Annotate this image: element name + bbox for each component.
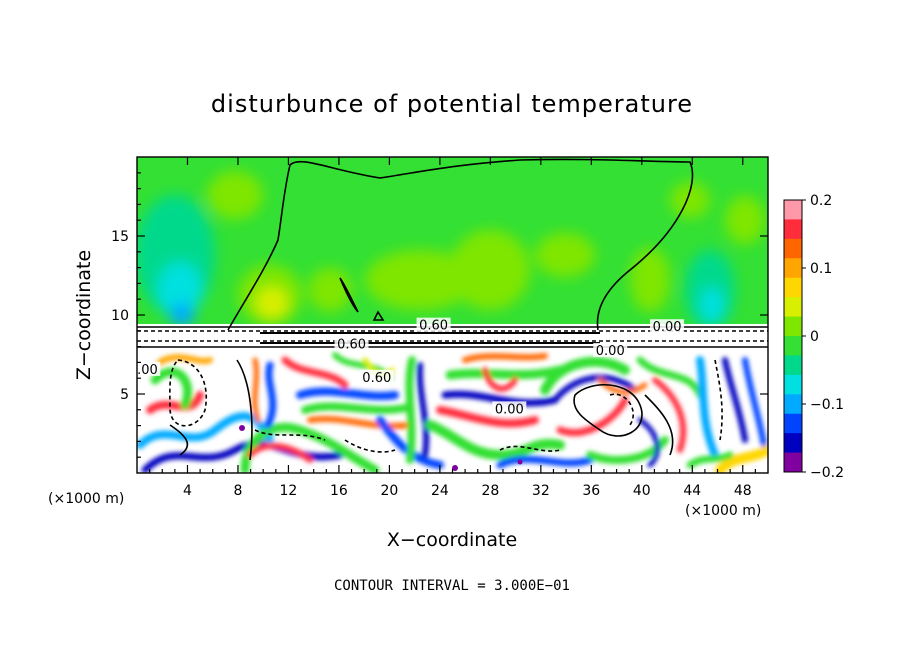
plot-area: 0.60 0.60 0.60 0.00 0.00 0.00 0.00: [129, 157, 768, 473]
x-axis-label: X−coordinate: [387, 529, 517, 551]
contour-label-text: 0.00: [653, 320, 682, 335]
x-tick-label: 24: [431, 483, 449, 499]
colorbar-swatch: [784, 433, 802, 454]
contour-label-bg: [334, 336, 369, 351]
colorbar-swatch: [784, 297, 802, 318]
colorbar-tick-label: −0.1: [810, 397, 844, 413]
x-tick-label: 28: [481, 483, 499, 499]
colorbar-swatch: [784, 413, 802, 434]
x-tick-label: 8: [233, 483, 242, 499]
contour-label: 0.60: [334, 336, 369, 353]
x-tick-label: 4: [183, 483, 192, 499]
contour-label-text: 0.60: [419, 319, 448, 334]
colorbar-swatch: [784, 374, 802, 395]
x-tick-label: 40: [633, 483, 651, 499]
x-tick-label: 16: [330, 483, 348, 499]
colorbar-tick-label: 0: [810, 329, 819, 345]
contour-label-bg: [359, 369, 394, 384]
x-tick-label: 20: [380, 483, 398, 499]
colorbar-tick-label: −0.2: [810, 465, 844, 481]
y-tick-label: 10: [111, 308, 129, 324]
contour-label: 0.60: [359, 369, 394, 386]
colorbar-frame: [783, 199, 803, 473]
x-tick-label: 48: [734, 483, 752, 499]
x-axis: [149, 157, 756, 473]
x-tick-label: 12: [280, 483, 298, 499]
x-tick-labels: 4 8 12 16 20 24 28 32 36 40 44 48: [183, 483, 752, 499]
colorbar-swatch: [784, 219, 802, 240]
contour-label: 0.60: [416, 317, 451, 334]
colorbar-swatch: [784, 277, 802, 298]
colorbar-swatch: [784, 394, 802, 415]
colorbar-swatch: [784, 316, 802, 337]
y-axis-label: Z−coordinate: [73, 250, 95, 380]
turbulent-structures: [137, 352, 768, 473]
colorbar-tick-label: 0.2: [810, 193, 832, 209]
contour-label: 0.00: [492, 401, 527, 417]
colorbar-tick-labels: 0.2 0.1 0 −0.1 −0.2: [810, 193, 844, 481]
colorbar-swatch: [784, 336, 802, 356]
y-tick-label: 5: [120, 387, 129, 403]
contour-label-bg: [593, 342, 628, 357]
contour-label-text: 0.60: [362, 371, 391, 386]
x-tick-label: 36: [582, 483, 600, 499]
contour-label-bg: [650, 319, 685, 334]
contour-label: 0.00: [129, 361, 161, 378]
contour-label-text: 0.00: [596, 344, 625, 359]
contour-label-bg: [492, 401, 527, 416]
contour-interval-note: CONTOUR INTERVAL = 3.000E−01: [334, 578, 570, 594]
contour-label-text: 0.00: [495, 402, 524, 417]
y-tick-label: 15: [111, 229, 129, 245]
colorbar-swatch: [784, 355, 802, 376]
contour-labels: 0.60 0.60 0.60 0.00 0.00 0.00 0.00: [129, 317, 685, 417]
x-tick-label: 32: [532, 483, 550, 499]
colorbar-swatch: [784, 258, 802, 279]
x-tick-label: 44: [683, 483, 701, 499]
y-axis: [137, 172, 768, 458]
y-tick-labels: 5 10 15: [111, 229, 129, 403]
contour-label: 0.00: [593, 342, 628, 359]
colorbar-swatch: [784, 238, 802, 259]
colorbar-swatch: [784, 200, 802, 220]
colorbar: [784, 199, 806, 473]
contour-label-bg: [137, 361, 161, 376]
contour-label: 0.00: [650, 319, 685, 335]
purple-spots: [239, 425, 523, 471]
contour-label-text: 0.00: [129, 363, 158, 378]
upper-anomalies: [137, 171, 765, 330]
colorbar-tick-label: 0.1: [810, 261, 832, 277]
x-unit-label-right: (×1000 m): [685, 503, 761, 519]
chart-title: disturbunce of potential temperature: [211, 90, 693, 118]
contour-label-text: 0.60: [337, 338, 366, 353]
contour-label-bg: [416, 317, 451, 332]
colorbar-swatch: [784, 452, 802, 473]
x-unit-label-left: (×1000 m): [48, 491, 124, 507]
